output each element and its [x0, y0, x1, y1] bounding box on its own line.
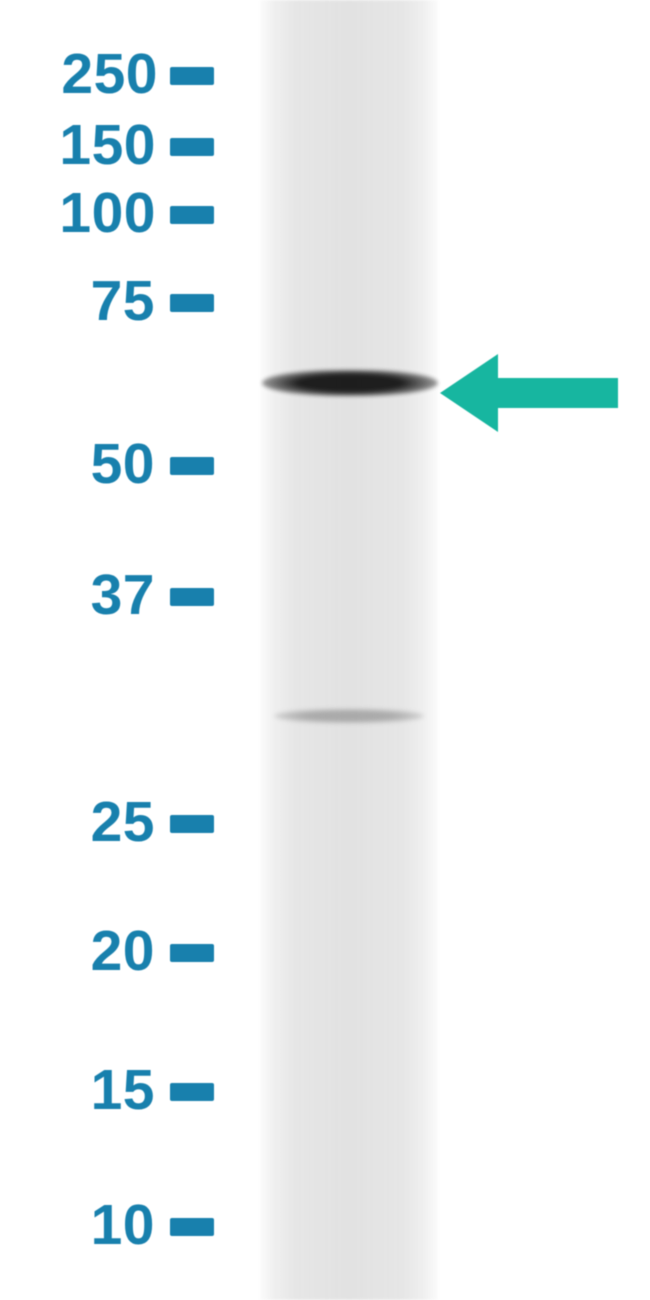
- ladder-tick-250: [170, 67, 214, 85]
- ladder-tick-50: [170, 457, 214, 475]
- ladder-tick-25: [170, 815, 214, 833]
- ladder-tick-37: [170, 588, 214, 606]
- ladder-tick-150: [170, 138, 214, 156]
- western-blot-canvas: 250 150 100 75 50 37 25 20 15 10: [0, 0, 650, 1300]
- ladder-tick-10: [170, 1218, 214, 1236]
- ladder-tick-75: [170, 294, 214, 312]
- ladder-tick-15: [170, 1083, 214, 1101]
- ladder-label-37: 37: [75, 567, 155, 624]
- ladder-label-15: 15: [75, 1062, 155, 1119]
- ladder-label-25: 25: [75, 794, 155, 851]
- ladder-label-250: 250: [48, 46, 158, 103]
- ladder-label-75: 75: [75, 273, 155, 330]
- gel-lane: [260, 0, 438, 1300]
- ladder-label-10: 10: [75, 1197, 155, 1254]
- ladder-label-100: 100: [46, 185, 156, 242]
- target-band-arrow-icon: [440, 354, 618, 432]
- main-band: [262, 370, 438, 396]
- ladder-label-20: 20: [75, 923, 155, 980]
- ladder-label-150: 150: [46, 117, 156, 174]
- ladder-tick-100: [170, 206, 214, 224]
- faint-band: [274, 709, 424, 723]
- ladder-tick-20: [170, 944, 214, 962]
- ladder-label-50: 50: [75, 436, 155, 493]
